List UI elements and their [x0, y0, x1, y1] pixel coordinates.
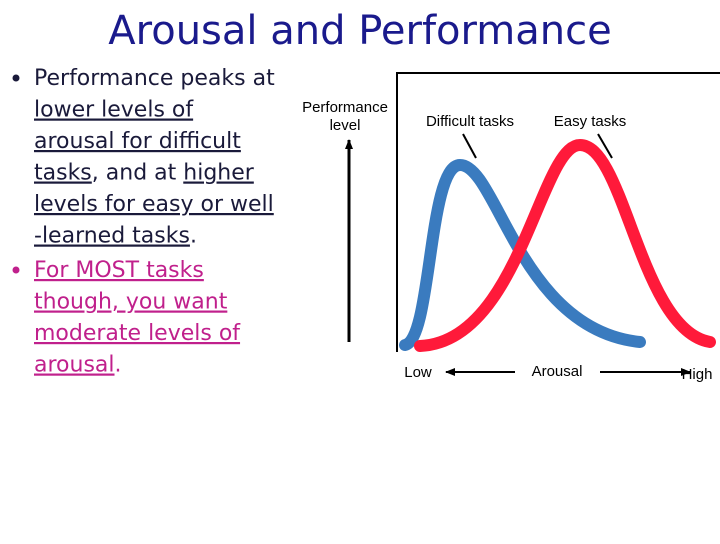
text-run: . — [190, 224, 197, 249]
text-run: Performance peaks at — [34, 66, 275, 91]
bullet-line: levels for easy or well — [34, 192, 274, 217]
bullet-line: tasks, and at higher — [34, 161, 255, 186]
bullet-dot — [12, 74, 20, 82]
x-high: High — [682, 366, 713, 383]
bullet-line: arousal for difficult — [34, 129, 241, 154]
bullet-line: -learned tasks. — [34, 224, 197, 249]
text-run: though, you want — [34, 290, 228, 315]
text-run: -learned tasks — [34, 224, 190, 249]
difficult-curve — [399, 158, 646, 351]
text-run: moderate levels of — [34, 321, 241, 346]
curve-label: Difficult tasks — [426, 113, 514, 130]
x-low: Low — [404, 364, 432, 381]
text-run: . — [115, 353, 122, 378]
text-run: lower levels of — [34, 98, 194, 123]
bullet-line: though, you want — [34, 290, 228, 315]
x-label: Arousal — [532, 363, 583, 380]
text-run: arousal for difficult — [34, 129, 241, 154]
pointer — [597, 133, 613, 159]
easy-curve — [414, 138, 716, 352]
bullet-line: arousal. — [34, 353, 122, 378]
plot-frame — [396, 72, 720, 352]
text-run: higher — [183, 161, 254, 186]
slide-title: Arousal and Performance — [108, 8, 611, 54]
text-run: arousal — [34, 353, 115, 378]
bullet-dot — [12, 266, 20, 274]
text-run: For MOST tasks — [34, 258, 204, 283]
bullet-list: Performance peaks at lower levels of arous… — [12, 66, 275, 378]
y-label: level — [330, 117, 361, 134]
text-run: , and at — [92, 161, 183, 186]
bullet-line: lower levels of — [34, 98, 194, 123]
text-run: levels for easy or well — [34, 192, 274, 217]
curve-label: Easy tasks — [554, 113, 627, 130]
bullet-line: moderate levels of — [34, 321, 241, 346]
bullet-line: Performance peaks at — [34, 66, 275, 91]
bullet-line: For MOST tasks — [34, 258, 204, 283]
pointer — [462, 133, 477, 159]
y-label: Performance — [302, 99, 388, 116]
text-run: tasks — [34, 161, 92, 186]
